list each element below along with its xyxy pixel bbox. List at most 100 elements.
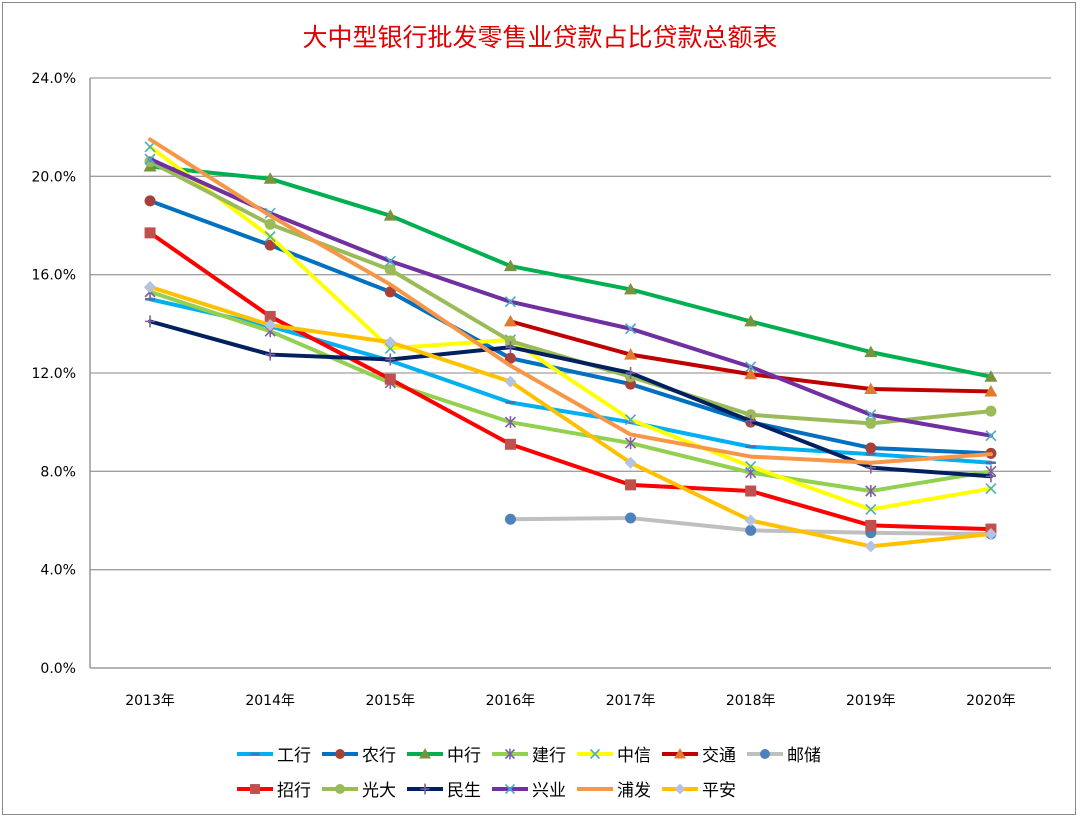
marker-plus (505, 341, 516, 354)
marker-triangle (624, 282, 638, 295)
y-tick-label: 4.0% (40, 563, 76, 579)
legend-label: 光大 (362, 781, 396, 801)
legend-row: 招行 光大 民生 兴业 浦发 平安 (236, 771, 1056, 806)
series-浦发 (148, 137, 993, 465)
marker-x (745, 361, 757, 373)
marker-circle (504, 513, 516, 525)
marker-circle (625, 512, 637, 524)
legend-label: 邮储 (787, 746, 821, 766)
marker-triangle (503, 314, 517, 327)
series-中信 (144, 141, 997, 516)
marker-circle (264, 218, 276, 230)
marker-triangle (864, 382, 878, 394)
legend-swatch-icon (407, 783, 443, 794)
marker-triangle (419, 747, 431, 758)
marker-x (985, 482, 997, 495)
legend-label: 中信 (617, 746, 651, 766)
chart-title: 大中型银行批发零售业贷款占比贷款总额表 (302, 23, 778, 52)
marker-square (384, 373, 396, 385)
series-line (148, 144, 993, 512)
x-tick-label: 2019年 (846, 693, 896, 709)
marker-plus (265, 348, 276, 361)
marker-x (264, 230, 276, 243)
marker-star (624, 437, 637, 450)
marker-star (504, 416, 517, 429)
y-tick-label: 24.0% (32, 71, 76, 87)
marker-square (250, 783, 260, 794)
legend-label: 工行 (277, 746, 311, 766)
marker-square (264, 310, 276, 322)
marker-square (865, 519, 877, 531)
marker-x (504, 783, 516, 794)
legend-item: 招行 (236, 776, 311, 801)
marker-diamond (864, 540, 877, 553)
marker-diamond (504, 375, 517, 388)
series-line (148, 164, 993, 379)
marker-triangle (984, 384, 998, 397)
marker-x (985, 430, 997, 442)
legend-label: 兴业 (532, 781, 566, 801)
marker-circle (745, 409, 757, 421)
marker-square (625, 479, 637, 491)
x-tick-label: 2013年 (125, 693, 175, 709)
marker-x (624, 414, 637, 426)
x-tick-label: 2017年 (606, 693, 656, 709)
marker-circle (335, 748, 345, 759)
legend-item: 光大 (321, 776, 396, 801)
marker-star (504, 748, 516, 759)
series-line (148, 157, 993, 438)
marker-diamond (264, 319, 277, 332)
marker-triangle (624, 348, 638, 360)
series-中行 (143, 160, 998, 382)
y-tick-label: 12.0% (32, 366, 76, 382)
legend-item: 邮储 (746, 741, 821, 766)
x-tick-label: 2020年 (966, 693, 1016, 709)
marker-circle (745, 524, 757, 536)
marker-x (624, 323, 637, 335)
series-交通 (503, 314, 998, 397)
marker-circle (335, 783, 345, 794)
legend-item: 中信 (576, 741, 651, 766)
legend-swatch-icon (407, 747, 443, 758)
legend-swatch-icon (662, 783, 698, 794)
legend-item: 兴业 (491, 776, 566, 801)
series-平安 (144, 280, 997, 553)
legend-swatch-icon (662, 747, 698, 758)
x-tick-label: 2015年 (365, 693, 415, 709)
legend-item: 中行 (406, 741, 481, 766)
marker-diamond (744, 514, 757, 527)
marker-circle (504, 352, 516, 364)
x-tick-label: 2018年 (726, 693, 776, 709)
marker-circle (985, 405, 997, 417)
marker-square (144, 227, 156, 239)
legend-swatch-icon (577, 786, 613, 791)
marker-triangle (864, 345, 878, 358)
marker-x (589, 748, 601, 759)
legend-item: 交通 (661, 741, 736, 766)
legend-swatch-icon (577, 748, 613, 759)
marker-circle (384, 286, 396, 298)
marker-triangle (263, 172, 277, 184)
marker-x (865, 503, 877, 516)
marker-triangle (744, 367, 758, 380)
x-tick-label: 2016年 (486, 693, 536, 709)
legend-swatch-icon (322, 783, 358, 794)
legend-row: 工行 农行 中行 建行 中信 交通 邮储 (236, 736, 1056, 771)
series-line (508, 319, 993, 394)
legend-item: 浦发 (576, 776, 651, 801)
marker-triangle (383, 209, 397, 221)
legend-item: 平安 (661, 776, 736, 801)
legend-swatch-icon (237, 783, 273, 794)
series-line (148, 297, 993, 465)
marker-square (504, 438, 516, 450)
marker-circle (760, 748, 770, 759)
marker-plus (625, 367, 636, 379)
legend-label: 平安 (702, 781, 736, 801)
marker-plus (745, 414, 756, 427)
legend-item: 建行 (491, 741, 566, 766)
legend-item: 农行 (321, 741, 396, 766)
marker-x (384, 255, 396, 267)
marker-circle (144, 195, 156, 207)
marker-triangle (674, 747, 686, 758)
